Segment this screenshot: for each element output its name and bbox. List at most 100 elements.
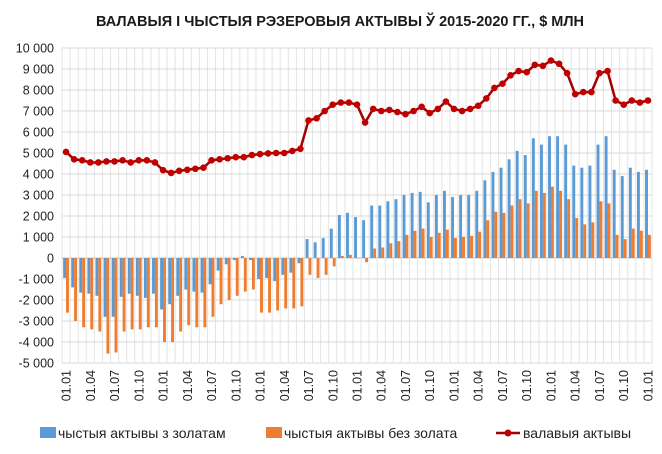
- y-tick-label: -1 000: [19, 273, 54, 287]
- gross-assets-point: [151, 159, 159, 166]
- bar-net-with-gold: [499, 167, 503, 258]
- bar-net-without-gold: [421, 228, 425, 258]
- x-tick-label: 01.04: [569, 370, 583, 401]
- bar-net-without-gold: [413, 230, 417, 258]
- gross-assets-point: [644, 97, 652, 104]
- x-tick-label: 01.01: [351, 370, 365, 401]
- bar-net-without-gold: [453, 238, 457, 258]
- gross-assets-point: [272, 149, 280, 157]
- bar-net-without-gold: [146, 258, 150, 328]
- bar-net-without-gold: [405, 234, 409, 258]
- bar-net-without-gold: [324, 258, 328, 275]
- gross-assets-point: [612, 97, 619, 104]
- x-tick-label: 01.10: [423, 370, 437, 401]
- legend-label-net-with-gold: чыстыя актывы з золатам: [58, 425, 226, 441]
- bar-net-without-gold: [122, 258, 126, 332]
- gross-assets-point: [232, 153, 240, 161]
- x-tick-label: 01.07: [108, 370, 122, 401]
- gross-assets-point: [450, 105, 458, 113]
- gross-assets-point: [636, 99, 644, 106]
- x-tick-label: 01.01: [641, 370, 655, 401]
- bar-net-without-gold: [106, 258, 110, 354]
- gross-assets-point: [95, 159, 102, 166]
- bar-net-with-gold: [249, 258, 252, 261]
- y-tick-label: 7 000: [23, 105, 54, 119]
- gross-assets-point: [402, 110, 409, 118]
- bar-net-with-gold: [386, 201, 390, 258]
- x-tick-label: 01.01: [544, 370, 558, 401]
- bar-net-without-gold: [381, 247, 385, 258]
- gross-assets-point: [499, 80, 506, 87]
- gross-assets-point: [62, 148, 70, 156]
- bar-net-without-gold: [211, 258, 215, 317]
- bar-net-without-gold: [348, 254, 352, 258]
- bar-net-with-gold: [628, 167, 632, 258]
- bar-net-without-gold: [66, 258, 69, 313]
- gross-assets-point: [78, 157, 86, 164]
- gross-assets-point: [531, 61, 539, 69]
- bar-net-without-gold: [316, 258, 320, 278]
- gross-assets-point: [321, 107, 328, 115]
- bar-net-with-gold: [418, 191, 422, 258]
- gross-assets-point: [175, 167, 183, 175]
- gross-assets-point: [329, 101, 337, 108]
- bar-net-with-gold: [346, 212, 349, 258]
- bar-net-with-gold: [111, 258, 115, 317]
- gross-assets-point: [588, 88, 595, 96]
- gross-assets-point: [410, 107, 417, 115]
- bar-net-with-gold: [434, 195, 438, 258]
- bar-net-without-gold: [526, 203, 530, 258]
- bar-net-with-gold: [467, 195, 471, 258]
- bar-net-with-gold: [184, 258, 188, 290]
- grid: [61, 47, 653, 364]
- gross-assets-point: [111, 158, 118, 165]
- bar-net-without-gold: [462, 237, 465, 258]
- bar-net-with-gold: [596, 144, 600, 258]
- gross-assets-point: [426, 109, 434, 117]
- x-tick-label: 01.10: [132, 370, 146, 401]
- gross-assets-point: [119, 157, 126, 164]
- bar-net-without-gold: [308, 258, 312, 275]
- x-tick-label: 01.01: [254, 370, 268, 401]
- x-tick-label: 01.04: [472, 370, 486, 401]
- gross-assets-point: [167, 169, 175, 177]
- bar-net-without-gold: [647, 234, 651, 258]
- x-tick-label: 01.04: [375, 370, 389, 401]
- bar-net-with-gold: [572, 165, 576, 258]
- bar-net-without-gold: [615, 234, 619, 258]
- gross-assets-point: [159, 166, 167, 174]
- gross-assets-point: [523, 68, 531, 76]
- bar-net-without-gold: [90, 258, 94, 330]
- gross-assets-point: [539, 62, 547, 70]
- bar-net-with-gold: [305, 239, 309, 258]
- bar-net-without-gold: [74, 258, 78, 321]
- y-tick-label: 1 000: [23, 231, 54, 245]
- bar-net-without-gold: [534, 190, 538, 258]
- bar-net-without-gold: [260, 258, 263, 313]
- gross-assets-point: [580, 88, 587, 96]
- bar-net-without-gold: [292, 258, 296, 309]
- gross-assets-point: [313, 115, 320, 122]
- gross-assets-point: [369, 105, 377, 113]
- bar-net-without-gold: [340, 255, 344, 258]
- bar-net-with-gold: [208, 258, 212, 285]
- bar-net-without-gold: [373, 248, 377, 258]
- bar-net-without-gold: [138, 258, 142, 330]
- bar-net-with-gold: [515, 150, 519, 258]
- bar-net-without-gold: [154, 258, 158, 328]
- y-tick-label: 0: [47, 252, 54, 266]
- bar-net-with-gold: [459, 195, 463, 258]
- y-tick-label: -3 000: [19, 315, 54, 329]
- bar-net-without-gold: [389, 243, 393, 258]
- bar-net-with-gold: [168, 258, 172, 305]
- bar-net-with-gold: [402, 195, 406, 258]
- gross-assets-point: [515, 67, 522, 75]
- gross-assets-point: [337, 99, 345, 106]
- bar-net-without-gold: [397, 241, 401, 258]
- legend: чыстыя актывы з золатам чыстыя актывы бе…: [40, 425, 631, 441]
- bar-net-with-gold: [410, 192, 414, 258]
- bar-net-without-gold: [518, 199, 522, 258]
- gross-assets-point: [628, 97, 636, 104]
- bar-net-with-gold: [289, 258, 293, 273]
- bar-net-with-gold: [451, 197, 454, 258]
